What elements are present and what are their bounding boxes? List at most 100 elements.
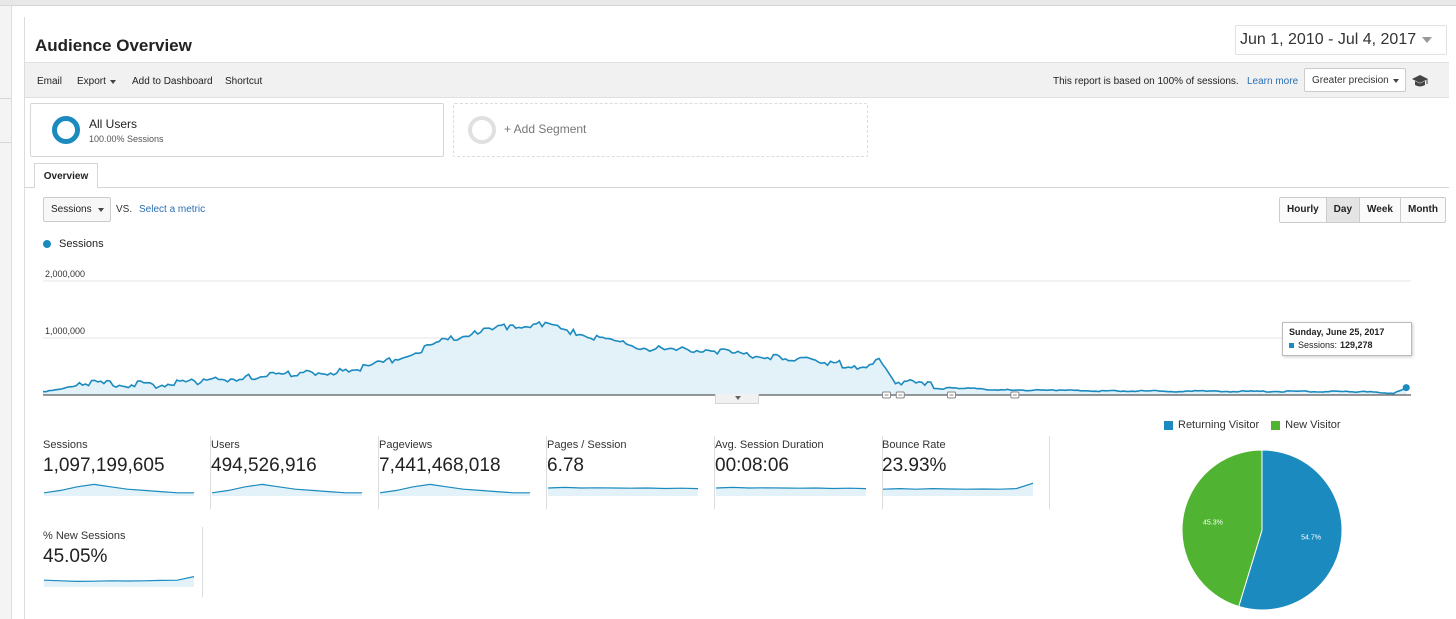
legend-swatch [1164, 420, 1173, 430]
segment-ring-icon [52, 116, 80, 144]
visitor-pie-chart[interactable]: 54.7% 45.3% [1179, 447, 1345, 613]
add-to-dashboard-button[interactable]: Add to Dashboard [132, 76, 213, 87]
sessions-line [42, 320, 1407, 395]
sparkline-area [380, 484, 530, 496]
metric-sparkline [548, 486, 698, 496]
metric-select-label: Sessions [51, 204, 92, 215]
precision-label: Greater precision [1312, 74, 1389, 86]
metric-value: 6.78 [547, 455, 584, 476]
chevron-down-icon [109, 79, 116, 84]
tab-overview-label: Overview [43, 170, 89, 182]
chevron-down-icon [1422, 37, 1433, 43]
collapse-chart-handle[interactable] [715, 394, 759, 404]
pie-legend-returning[interactable]: Returning Visitor [1164, 419, 1259, 431]
metric-tile[interactable]: Pages / Session 6.78 [547, 436, 715, 509]
report-toolbar: Email Export Add to Dashboard Shortcut T… [25, 62, 1449, 98]
metric-tile[interactable]: Sessions 1,097,199,605 [43, 436, 211, 509]
granularity-month[interactable]: Month [1400, 198, 1445, 222]
segment-share: 100.00% Sessions [89, 134, 164, 144]
metric-value: 7,441,468,018 [379, 455, 501, 476]
metric-sparkline [44, 483, 194, 496]
tile-divider [1049, 436, 1050, 509]
hover-point [1402, 384, 1410, 392]
sparkline-line [44, 576, 194, 583]
y-tick-label: 2,000,000 [45, 269, 85, 279]
metric-tile[interactable]: Pageviews 7,441,468,018 [379, 436, 547, 509]
browser-frame [0, 0, 1456, 6]
legend-swatch [1271, 420, 1281, 430]
tile-divider [882, 436, 883, 509]
metric-value: 00:08:06 [715, 455, 789, 476]
pie-slice [1238, 449, 1343, 611]
export-button[interactable]: Export [77, 76, 116, 87]
legend-label: Returning Visitor [1178, 419, 1260, 431]
metric-sparkline [212, 483, 362, 496]
pie-slice-label: 45.3% [1203, 520, 1223, 527]
tooltip-date: Sunday, June 25, 2017 [1289, 327, 1385, 337]
email-label: Email [37, 76, 63, 87]
chevron-down-icon [98, 208, 104, 212]
sparkline-area [716, 487, 866, 496]
metric-sparkline [380, 483, 530, 496]
shortcut-label: Shortcut [225, 76, 263, 87]
precision-select[interactable]: Greater precision [1304, 68, 1406, 92]
metric-tile[interactable]: Bounce Rate 23.93% [882, 436, 1050, 509]
sparkline-line [44, 483, 194, 494]
sparkline-area [212, 484, 362, 496]
pie-slice [1181, 449, 1263, 608]
page-title: Audience Overview [35, 36, 192, 55]
metric-sparkline [883, 482, 1033, 496]
pie-slice-label: 54.7% [1301, 534, 1321, 541]
chart-tooltip: Sunday, June 25, 2017 Sessions: 129,278 [1282, 322, 1412, 356]
segment-name: All Users [89, 117, 138, 131]
tile-divider [714, 436, 715, 509]
date-range-picker[interactable]: Jun 1, 2010 - Jul 4, 2017 [1235, 25, 1447, 55]
sparkline-line [716, 486, 866, 490]
tile-divider [378, 436, 379, 509]
email-button[interactable]: Email [37, 76, 62, 87]
sparkline-area [548, 487, 698, 496]
series-name: Sessions [59, 238, 104, 250]
metric-label: Users [211, 439, 240, 451]
tooltip-swatch [1289, 342, 1294, 348]
metric-tile[interactable]: Avg. Session Duration 00:08:06 [715, 436, 883, 509]
metric-label: Bounce Rate [882, 439, 946, 451]
annotation-marker[interactable] [946, 391, 956, 399]
rail-divider [0, 98, 11, 99]
metric-value: 494,526,916 [211, 455, 317, 476]
metric-sparkline [716, 486, 866, 496]
metric-label: % New Sessions [43, 530, 126, 542]
date-range-label: Jun 1, 2010 - Jul 4, 2017 [1240, 31, 1417, 48]
shortcut-button[interactable]: Shortcut [225, 76, 262, 87]
metric-select[interactable]: Sessions [43, 197, 111, 222]
granularity-hourly[interactable]: Hourly [1280, 198, 1327, 222]
annotation-marker[interactable] [882, 391, 892, 399]
sessions-chart[interactable]: 2,000,0001,000,0002011201220132014201520… [25, 249, 1449, 399]
metric-tile[interactable]: % New Sessions 45.05% [43, 527, 203, 600]
sparkline-area [44, 576, 194, 587]
metric-label: Avg. Session Duration [715, 439, 824, 451]
series-dot [43, 240, 51, 248]
pie-legend-new[interactable]: New Visitor [1271, 419, 1341, 431]
segment-all-users[interactable]: All Users 100.00% Sessions [30, 103, 444, 157]
metric-value: 23.93% [882, 455, 947, 476]
granularity-day[interactable]: Day [1326, 198, 1361, 222]
add-segment-button[interactable]: + Add Segment [453, 103, 868, 157]
y-tick-label: 1,000,000 [45, 326, 85, 336]
metric-tile[interactable]: Users 494,526,916 [211, 436, 379, 509]
empty-segment-ring-icon [468, 116, 496, 144]
annotation-marker[interactable] [1010, 391, 1020, 399]
sessions-area [43, 322, 1407, 395]
tab-overview[interactable]: Overview [34, 163, 98, 188]
export-label: Export [77, 76, 106, 87]
granularity-week[interactable]: Week [1360, 198, 1401, 222]
select-metric-link[interactable]: Select a metric [139, 204, 206, 215]
tile-divider [202, 527, 203, 597]
report-panel: Audience Overview Jun 1, 2010 - Jul 4, 2… [24, 17, 1449, 619]
tile-divider [210, 436, 211, 509]
annotation-marker[interactable] [895, 391, 905, 399]
sparkline-area [44, 484, 194, 496]
learn-more-link[interactable]: Learn more [1247, 76, 1299, 87]
graduation-cap-icon[interactable] [1411, 74, 1429, 88]
rail-divider [0, 142, 11, 143]
